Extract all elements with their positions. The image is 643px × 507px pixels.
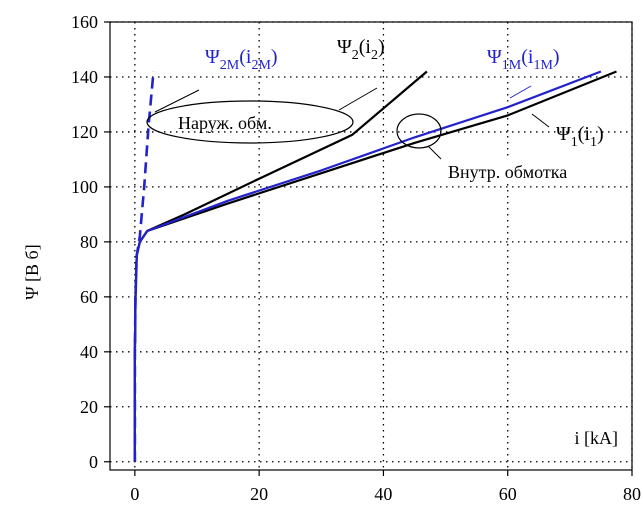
y-tick-label: 120: [71, 122, 98, 142]
outer-winding-ellipse: [146, 100, 354, 144]
series-label-psi1m: Ψ1M(i1M): [487, 46, 560, 73]
y-axis-label: Ψ [В б]: [22, 244, 42, 299]
x-tick-label: 80: [623, 484, 641, 504]
x-axis-label-bg: [550, 426, 624, 448]
ticks: [104, 21, 633, 476]
y-tick-label: 0: [89, 452, 98, 472]
series-label-psi2: Ψ2(i2): [337, 36, 385, 63]
inner-winding-label-bg: [442, 158, 618, 184]
psi1m-leader-line: [509, 85, 532, 99]
annotations: Наруж. обм. Внутр. обмотка Ψ2M(i2M) Ψ2(i2) Ψ…: [146, 36, 618, 184]
series-line-psi2m: [133, 71, 155, 462]
x-tick-label: 20: [250, 484, 268, 504]
x-tick-label: 0: [130, 484, 139, 504]
y-tick-label: 140: [71, 67, 98, 87]
x-tick-label: 60: [499, 484, 517, 504]
series-label-psi2m: Ψ2M(i2M): [205, 46, 278, 73]
psi1-leader-line: [531, 113, 550, 128]
outer-winding-label: Наруж. обм.: [178, 113, 272, 133]
x-axis-label: i [kA]: [575, 428, 619, 448]
psi2m-leader-line: [154, 89, 200, 113]
y-tick-label: 100: [71, 177, 98, 197]
inner-winding-leader-line: [427, 145, 442, 160]
y-tick-label: 60: [80, 287, 98, 307]
inner-winding-ellipse: [396, 113, 442, 149]
plot-frame: [109, 21, 633, 471]
y-tick-label: 160: [71, 12, 98, 32]
series-label-psi1: Ψ1(i1): [556, 123, 604, 150]
series-lines: [133, 70, 617, 462]
inner-winding-label: Внутр. обмотка: [448, 162, 567, 182]
y-tick-label: 20: [80, 397, 98, 417]
y-tick-label: 80: [80, 232, 98, 252]
psi2-leader-line: [338, 87, 378, 111]
tick-labels: 0 20 40 60 80 0 20 40 60 80 100 120 140 160: [71, 12, 641, 504]
y-tick-label: 40: [80, 342, 98, 362]
x-tick-label: 40: [374, 484, 392, 504]
